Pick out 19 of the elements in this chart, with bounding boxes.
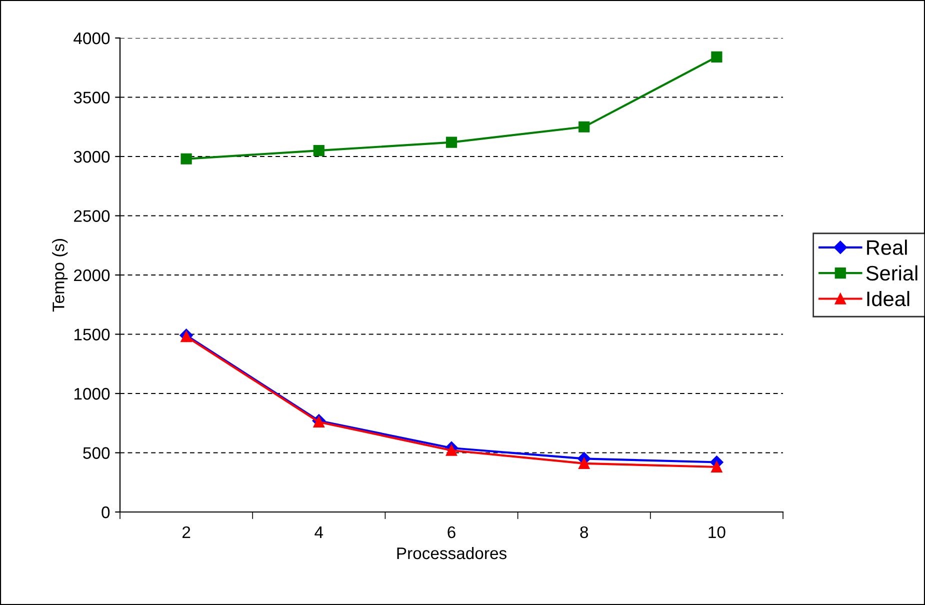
x-tick-label: 4 <box>314 526 324 538</box>
y-tick-label: 3500 <box>74 92 110 104</box>
y-tick-label: 3000 <box>74 150 110 163</box>
y-axis-title: Tempo (s) <box>52 238 68 312</box>
y-tick-label: 2000 <box>74 269 110 282</box>
x-tick-label: 2 <box>182 526 190 538</box>
x-tick-label: 6 <box>448 526 456 538</box>
y-tick-label: 2500 <box>74 210 110 222</box>
x-tick-label: 10 <box>708 526 726 538</box>
y-tick-label: 500 <box>83 447 110 459</box>
y-tick-label: 1000 <box>74 388 110 400</box>
legend-label: Ideal <box>867 290 910 306</box>
legend-label: Real <box>867 240 907 255</box>
x-axis-title: Processadores <box>397 546 506 560</box>
y-tick-label: 4000 <box>74 32 110 44</box>
y-tick-label: 1500 <box>74 328 110 340</box>
y-tick-label: 0 <box>102 506 110 518</box>
x-tick-label: 8 <box>580 526 588 538</box>
legend-label: Serial <box>866 265 918 281</box>
